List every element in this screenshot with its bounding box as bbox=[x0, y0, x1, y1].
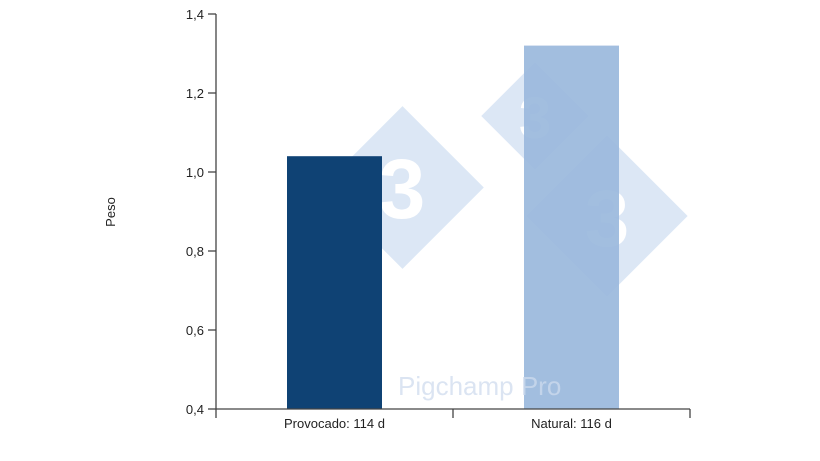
x-tick-label: Provocado: 114 d bbox=[284, 416, 385, 431]
y-tick-label: 1,2 bbox=[186, 86, 204, 101]
watermark-brand-text: Pigchamp Pro bbox=[398, 371, 561, 401]
y-tick-label: 1,0 bbox=[186, 165, 204, 180]
x-tick-labels: Provocado: 114 d Natural: 116 d bbox=[284, 416, 612, 431]
y-tick-label: 1,4 bbox=[186, 7, 204, 22]
bar-natural bbox=[524, 45, 619, 409]
y-tick-label: 0,8 bbox=[186, 244, 204, 259]
y-tick-label: 0,6 bbox=[186, 323, 204, 338]
bar-provocado bbox=[287, 156, 382, 409]
y-axis-label: Peso bbox=[103, 197, 118, 227]
y-tick-label: 0,4 bbox=[186, 402, 204, 417]
x-tick-label: Natural: 116 d bbox=[531, 416, 612, 431]
bars bbox=[287, 45, 619, 409]
watermark-logo-3-left: 3 bbox=[379, 142, 426, 236]
y-ticks: 0,4 0,6 0,8 1,0 1,2 1,4 bbox=[186, 7, 216, 417]
